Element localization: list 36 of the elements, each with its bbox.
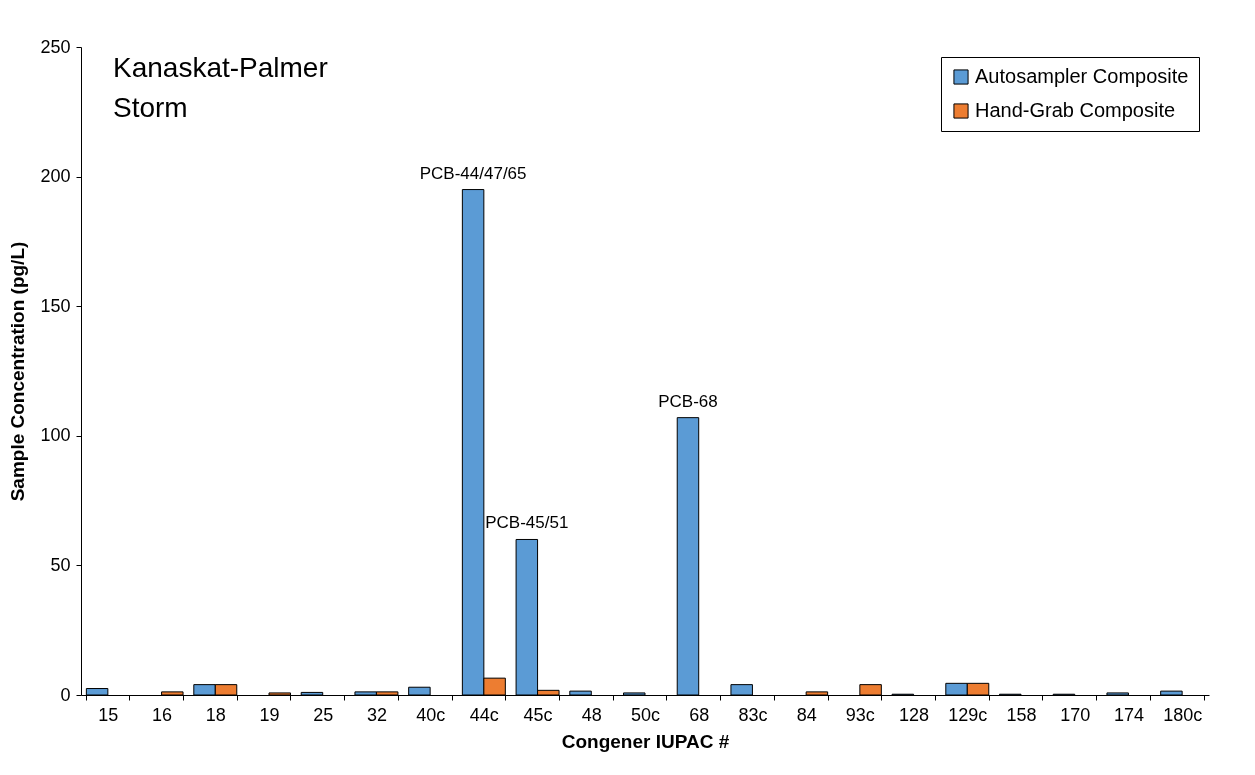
x-tick-label: 83c [738,704,768,725]
legend-label: Hand-Grab Composite [975,99,1176,121]
x-tick-label: 68 [689,704,710,725]
x-tick-label: 15 [98,704,119,725]
x-tick-label: 44c [469,704,499,725]
chart-title: Kanaskat-Palmer [113,52,328,83]
x-axis-title: Congener IUPAC # [561,730,730,752]
text: Storm [113,92,188,123]
annotation: PCB-68 [658,391,718,411]
y-tick-label: 150 [40,295,71,316]
y-tick-label: 0 [60,684,71,705]
x-tick-label: 174 [1113,704,1144,725]
x-tick-label: 180c [1163,704,1203,725]
legend-label: Autosampler Composite [975,65,1189,87]
x-tick-label: 40c [416,704,446,725]
x-tick-label: 32 [366,704,387,725]
x-tick-label: 45c [523,704,553,725]
x-tick-label: 16 [152,704,173,725]
x-tick-label: 170 [1060,704,1091,725]
x-tick-label: 84 [796,704,817,725]
x-tick-label: 158 [1006,704,1037,725]
x-tick-label: 25 [313,704,334,725]
y-tick-label: 250 [40,36,71,57]
x-tick-label: 18 [205,704,226,725]
x-tick-label: 19 [259,704,280,725]
x-tick-label: 129c [948,704,988,725]
annotation: PCB-45/51 [485,513,569,533]
y-tick-label: 200 [40,166,71,187]
y-axis-title: Sample Concentration (pg/L) [7,241,29,502]
x-tick-label: 48 [581,704,602,725]
x-tick-label: 50c [630,704,661,725]
x-tick-label: 93c [845,704,875,725]
x-tick-label: 128 [899,704,930,725]
annotation: PCB-44/47/65 [419,163,527,183]
y-tick-label: 100 [40,425,71,446]
y-tick-label: 50 [50,554,71,575]
